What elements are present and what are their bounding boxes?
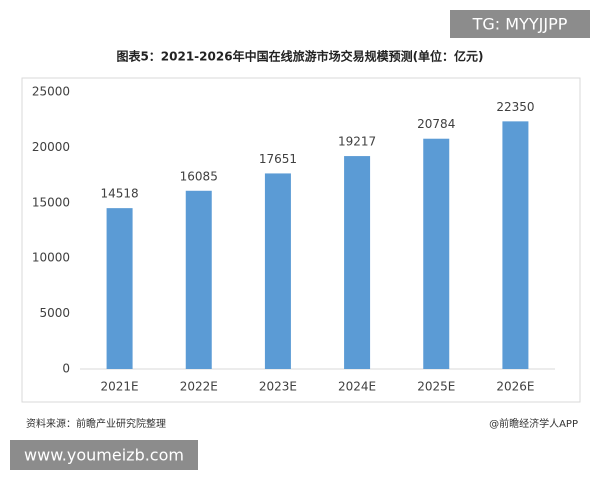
y-tick-label: 20000 [32, 140, 70, 154]
x-tick-label: 2026E [496, 380, 534, 394]
y-tick-label: 0 [62, 362, 70, 376]
x-tick-label: 2024E [338, 380, 376, 394]
data-label: 20784 [417, 117, 455, 131]
watermark-box [450, 10, 590, 38]
source-note: 资料来源：前瞻产业研究院整理 [26, 417, 166, 430]
y-tick-label: 5000 [39, 306, 70, 320]
bar [185, 190, 212, 369]
y-tick-label: 25000 [32, 85, 70, 99]
watermark-text: TG: MYYJJPP [472, 15, 568, 34]
x-tick-label: 2023E [259, 380, 297, 394]
plot-frame [21, 77, 581, 403]
watermark-box [10, 440, 198, 470]
data-label: 22350 [496, 100, 534, 114]
watermark-text: www.youmeizb.com [24, 446, 184, 465]
bar [264, 173, 291, 369]
data-label: 14518 [100, 187, 138, 201]
y-tick-label: 10000 [32, 251, 70, 265]
x-tick-label: 2025E [417, 380, 455, 394]
bar [106, 208, 133, 369]
data-label: 16085 [180, 169, 218, 183]
x-tick-label: 2021E [101, 380, 139, 394]
bar [423, 138, 450, 369]
x-tick-label: 2022E [180, 380, 218, 394]
credit: @前瞻经济学人APP [489, 417, 578, 430]
y-tick-label: 15000 [32, 195, 70, 209]
chart-title: 图表5：2021-2026年中国在线旅游市场交易规模预测(单位：亿元) [116, 49, 483, 64]
data-label: 17651 [259, 152, 297, 166]
bar [502, 121, 529, 369]
bar [344, 156, 371, 369]
data-label: 19217 [338, 135, 376, 149]
